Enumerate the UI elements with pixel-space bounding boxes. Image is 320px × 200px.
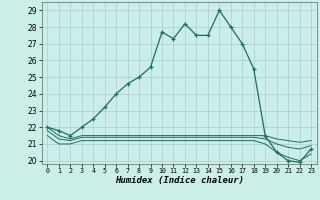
X-axis label: Humidex (Indice chaleur): Humidex (Indice chaleur): [115, 176, 244, 185]
